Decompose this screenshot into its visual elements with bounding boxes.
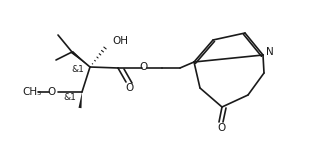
Text: &1: &1 — [71, 66, 84, 75]
Text: N: N — [266, 47, 274, 57]
Text: O: O — [217, 123, 225, 133]
Text: OH: OH — [112, 36, 128, 46]
Text: CH₃: CH₃ — [22, 87, 42, 97]
Polygon shape — [78, 92, 82, 108]
Polygon shape — [71, 51, 90, 67]
Text: O: O — [125, 83, 133, 93]
Text: &1: &1 — [63, 93, 76, 101]
Text: O: O — [139, 62, 147, 72]
Text: O: O — [48, 87, 56, 97]
